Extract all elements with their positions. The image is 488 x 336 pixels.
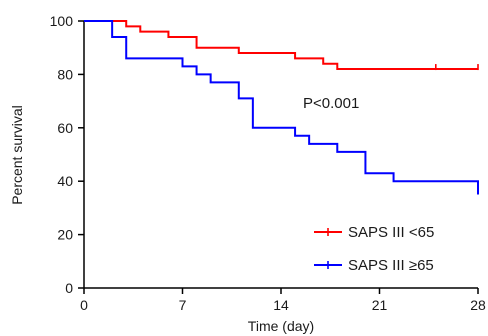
y-tick-label: 40 <box>57 173 73 189</box>
y-tick-label: 100 <box>50 13 74 29</box>
y-tick-label: 80 <box>57 66 73 82</box>
series-line-saps-low <box>84 20 478 71</box>
y-axis-title: Percent survival <box>9 105 25 205</box>
x-tick-label: 21 <box>372 297 388 313</box>
x-tick-label: 14 <box>273 297 289 313</box>
ticks: 0 20 40 60 80 100 0 7 14 21 28 <box>50 13 486 313</box>
y-tick-label: 20 <box>57 227 73 243</box>
series-layer <box>84 20 479 195</box>
series-line-saps-high <box>84 20 479 195</box>
x-axis-title: Time (day) <box>248 318 314 334</box>
legend-label-high: SAPS III ≥65 <box>348 257 434 274</box>
y-tick-label: 0 <box>65 280 73 296</box>
y-tick-label: 60 <box>57 120 73 136</box>
legend-label-low: SAPS III <65 <box>348 224 434 241</box>
x-tick-label: 28 <box>470 297 486 313</box>
axes <box>83 21 478 289</box>
x-tick-label: 7 <box>179 297 187 313</box>
legend: SAPS III <65 SAPS III ≥65 <box>314 224 434 274</box>
p-value-annotation: P<0.001 <box>303 95 359 112</box>
x-tick-label: 0 <box>80 297 88 313</box>
